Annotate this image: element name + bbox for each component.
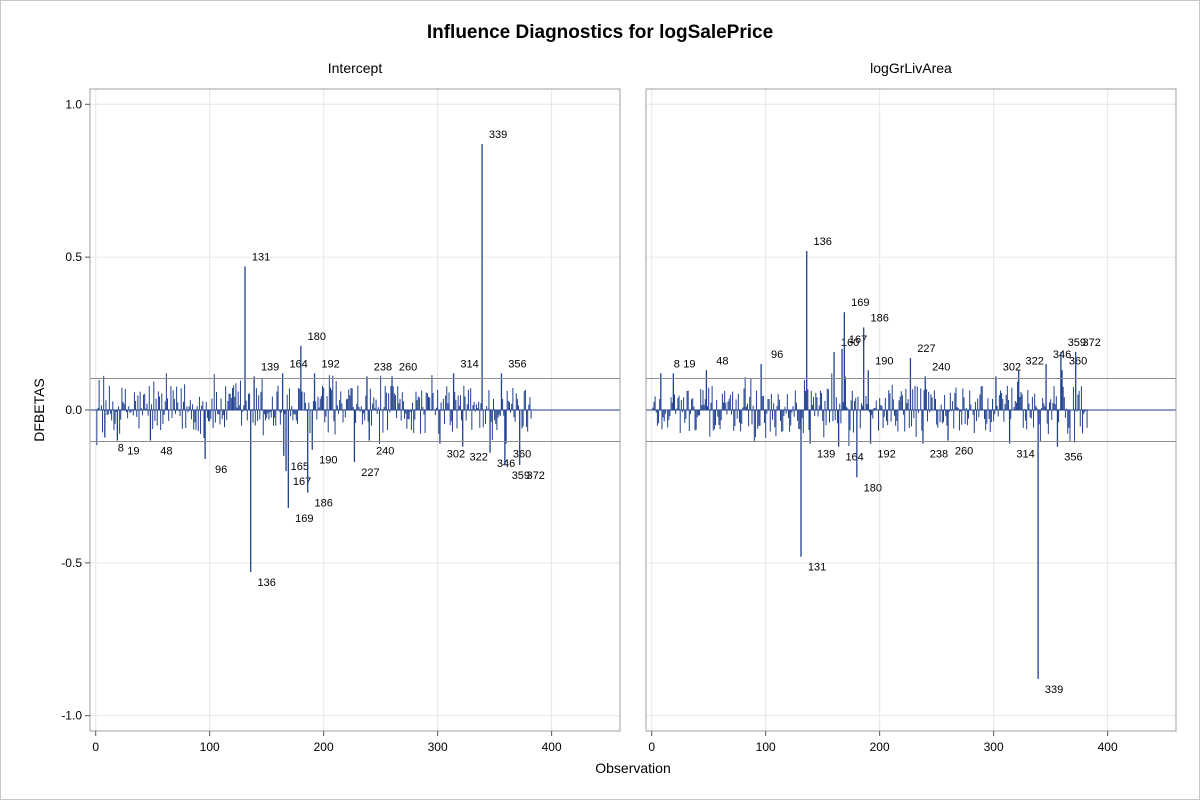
point-label-238: 238 — [930, 449, 948, 461]
point-label-131: 131 — [808, 562, 826, 574]
x-tick-label: 200 — [870, 740, 890, 754]
x-tick-label: 200 — [314, 740, 334, 754]
point-label-164: 164 — [289, 358, 307, 370]
point-label-339: 339 — [489, 129, 507, 141]
point-label-192: 192 — [877, 449, 895, 461]
point-label-164: 164 — [845, 452, 863, 464]
point-label-186: 186 — [871, 312, 889, 324]
point-label-322: 322 — [1026, 355, 1044, 367]
x-tick-label: 0 — [92, 740, 99, 754]
point-label-346: 346 — [497, 458, 515, 470]
x-tick-label: 400 — [542, 740, 562, 754]
point-label-190: 190 — [319, 455, 337, 467]
point-label-260: 260 — [955, 446, 973, 458]
y-axis-label: DFBETAS — [31, 378, 47, 442]
point-label-131: 131 — [252, 251, 270, 263]
point-label-339: 339 — [1045, 684, 1063, 696]
point-label-314: 314 — [1016, 449, 1034, 461]
point-label-360: 360 — [1069, 355, 1087, 367]
point-label-169: 169 — [295, 513, 313, 525]
point-label-186: 186 — [315, 498, 333, 510]
point-label-227: 227 — [917, 343, 935, 355]
point-label-359: 359 — [512, 470, 530, 482]
y-tick-label: -1.0 — [61, 709, 82, 723]
panel-header-loggrlivarea: logGrLivArea — [870, 60, 952, 76]
x-axis-label: Observation — [595, 760, 670, 776]
point-label-302: 302 — [447, 449, 465, 461]
point-label-139: 139 — [817, 449, 835, 461]
panel-header-intercept: Intercept — [328, 60, 383, 76]
point-label-167: 167 — [293, 476, 311, 488]
point-label-302: 302 — [1003, 361, 1021, 373]
point-label-8: 8 — [674, 358, 680, 370]
point-label-372: 372 — [527, 470, 545, 482]
point-label-165: 165 — [291, 461, 309, 473]
y-tick-label: 0.0 — [65, 403, 82, 417]
point-label-136: 136 — [814, 236, 832, 248]
point-label-227: 227 — [361, 467, 379, 479]
point-label-238: 238 — [374, 361, 392, 373]
page-title: Influence Diagnostics for logSalePrice — [426, 22, 774, 43]
point-label-96: 96 — [215, 464, 227, 476]
point-label-314: 314 — [460, 358, 478, 370]
point-label-372: 372 — [1083, 337, 1101, 349]
point-label-167: 167 — [849, 334, 867, 346]
y-tick-label: -0.5 — [61, 556, 82, 570]
point-label-19: 19 — [683, 358, 695, 370]
point-label-322: 322 — [470, 452, 488, 464]
point-label-139: 139 — [261, 361, 279, 373]
point-label-19: 19 — [127, 446, 139, 458]
x-tick-label: 0 — [648, 740, 655, 754]
point-label-360: 360 — [513, 449, 531, 461]
x-tick-label: 100 — [756, 740, 776, 754]
point-label-180: 180 — [308, 331, 326, 343]
point-label-48: 48 — [716, 355, 728, 367]
point-label-8: 8 — [118, 443, 124, 455]
point-label-160: 160 — [841, 337, 859, 349]
panel-border — [645, 88, 1177, 732]
x-tick-label: 400 — [1098, 740, 1118, 754]
point-label-180: 180 — [864, 482, 882, 494]
y-tick-label: 1.0 — [65, 97, 82, 111]
point-label-356: 356 — [1064, 452, 1082, 464]
y-tick-label: 0.5 — [65, 250, 82, 264]
point-label-240: 240 — [376, 446, 394, 458]
point-label-169: 169 — [851, 297, 869, 309]
point-label-190: 190 — [875, 355, 893, 367]
point-label-240: 240 — [932, 361, 950, 373]
point-label-136: 136 — [258, 577, 276, 589]
point-label-359: 359 — [1068, 337, 1086, 349]
point-label-48: 48 — [160, 446, 172, 458]
point-label-356: 356 — [508, 358, 526, 370]
x-tick-label: 300 — [984, 740, 1004, 754]
x-tick-label: 100 — [200, 740, 220, 754]
point-label-96: 96 — [771, 349, 783, 361]
point-label-192: 192 — [321, 358, 339, 370]
point-label-346: 346 — [1053, 349, 1071, 361]
point-label-260: 260 — [399, 361, 417, 373]
x-tick-label: 300 — [428, 740, 448, 754]
